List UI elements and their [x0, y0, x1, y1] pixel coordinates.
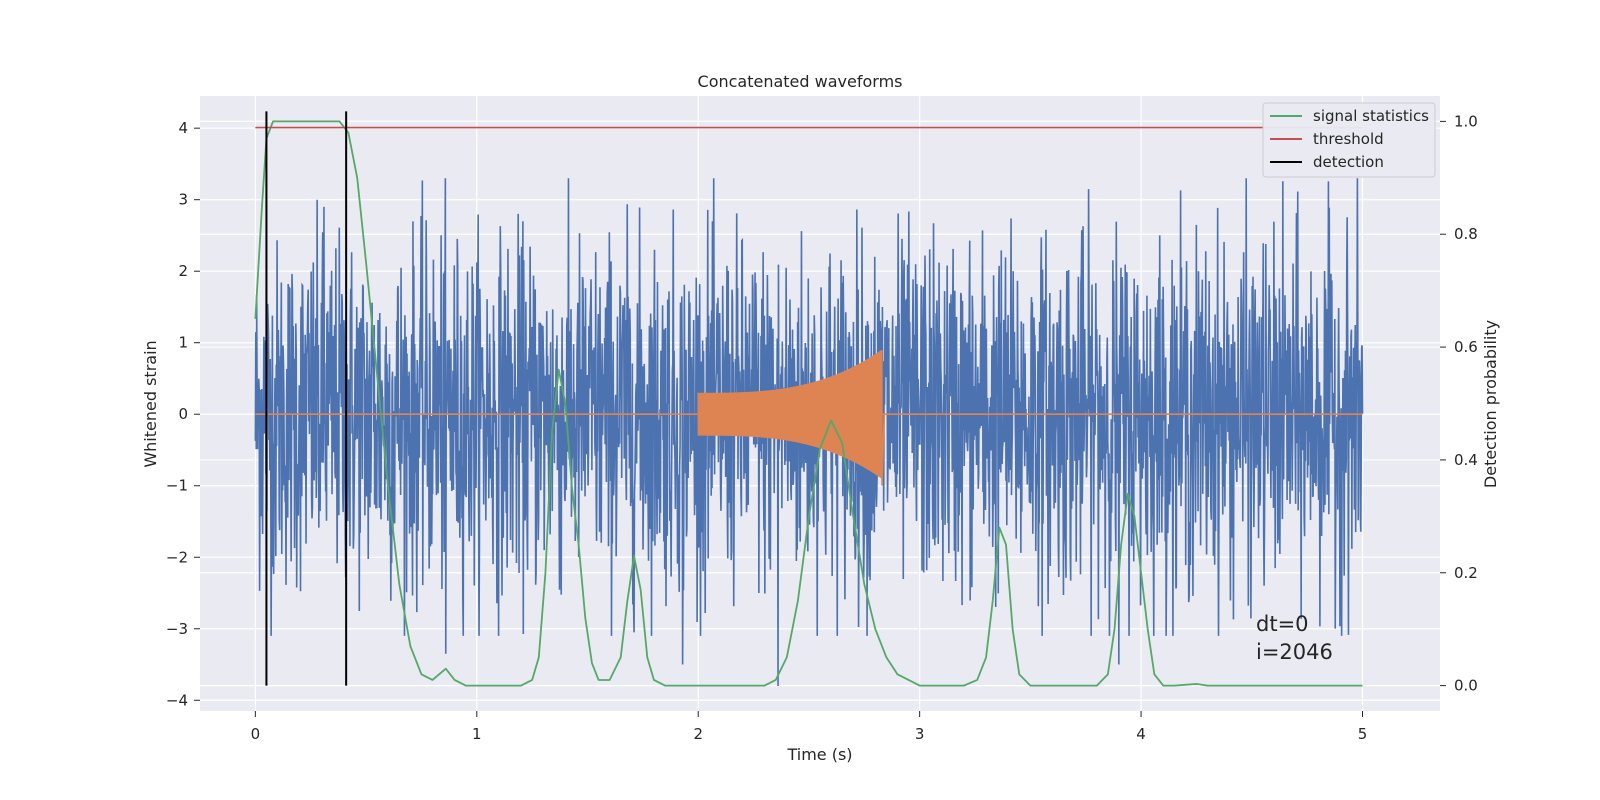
y-tick-label-5: 1: [178, 334, 188, 352]
injection-chirp: [697, 350, 886, 486]
signal-statistics-line: [254, 120, 1363, 687]
y-tick-label-3: −1: [166, 477, 188, 495]
y-tick-label-6: 2: [178, 262, 188, 280]
annotation-index: i=2046: [1256, 640, 1333, 664]
annotation-dt: dt=0: [1256, 612, 1309, 636]
y2-tick-label-4: 0.8: [1454, 225, 1478, 243]
legend: signal statistics threshold detection: [1262, 102, 1436, 178]
injection-series: [255, 350, 1363, 486]
y2-tick-label-5: 1.0: [1454, 112, 1478, 130]
legend-label-signal-statistics: signal statistics: [1313, 107, 1429, 125]
y2-tick-label-0: 0.0: [1454, 677, 1478, 695]
y-tick-label-2: −2: [166, 548, 188, 566]
signal-statistics-series: [254, 120, 1363, 687]
right-axis-ticks: 0.0 0.2 0.4 0.6 0.8 1.0: [1440, 112, 1478, 695]
y-axis-label: Whitened strain: [141, 340, 160, 467]
legend-box: [1262, 102, 1436, 178]
y2-tick-label-2: 0.4: [1454, 451, 1478, 469]
x-tick-label-1: 1: [472, 725, 482, 743]
legend-label-detection: detection: [1313, 153, 1384, 171]
y-tick-label-7: 3: [178, 191, 188, 209]
y2-axis-label: Detection probability: [1481, 320, 1500, 488]
y2-tick-label-3: 0.6: [1454, 338, 1478, 356]
x-tick-label-4: 4: [1136, 725, 1146, 743]
y-tick-label-1: −3: [166, 620, 188, 638]
y-axis-ticks: −4 −3 −2 −1 0 1 2 3 4: [166, 119, 200, 709]
x-tick-label-2: 2: [693, 725, 703, 743]
chart-title: Concatenated waveforms: [698, 72, 903, 91]
detection-series: [265, 111, 348, 686]
x-axis-ticks: 0 1 2 3 4 5: [251, 711, 1368, 743]
y-tick-label-0: −4: [166, 691, 188, 709]
y-tick-label-4: 0: [178, 405, 188, 423]
x-tick-label-3: 3: [915, 725, 925, 743]
x-axis-label: Time (s): [786, 745, 852, 764]
x-tick-label-0: 0: [251, 725, 261, 743]
y-tick-label-8: 4: [178, 119, 188, 137]
x-tick-label-5: 5: [1358, 725, 1368, 743]
legend-label-threshold: threshold: [1313, 130, 1384, 148]
y2-tick-label-1: 0.2: [1454, 564, 1478, 582]
